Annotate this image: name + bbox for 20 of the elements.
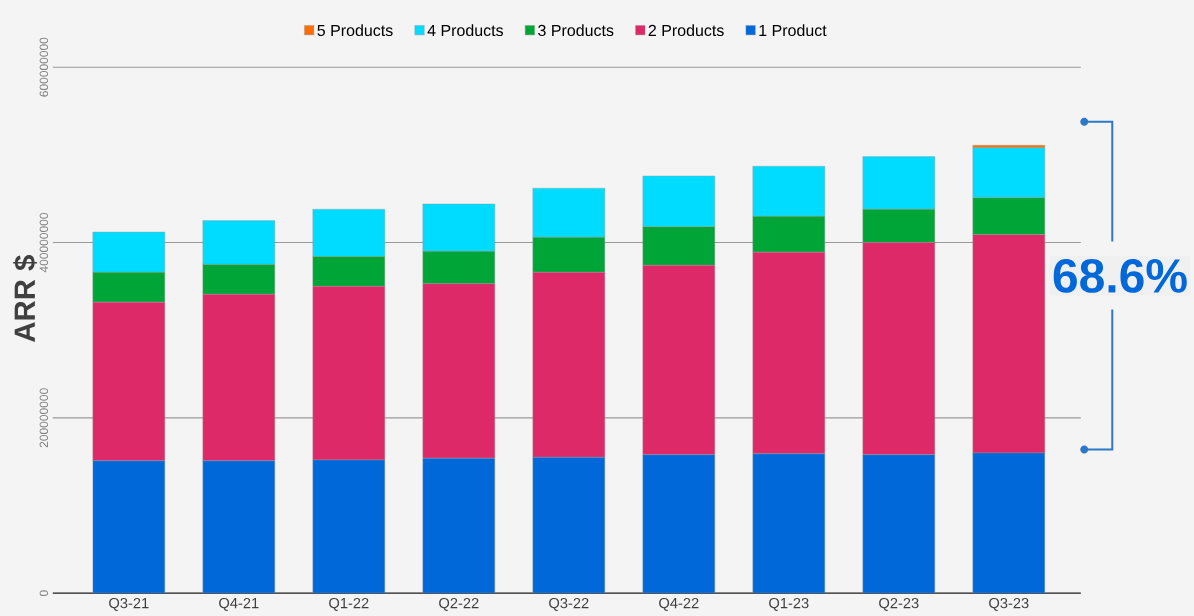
y-tick-label: 200000000 [39, 388, 49, 448]
x-tick-label: Q4-21 [219, 597, 259, 611]
y-axis-title: ARR $ [13, 255, 38, 342]
legend-label: 5 Products [317, 24, 393, 37]
y-tick-label: 400000000 [39, 212, 49, 273]
legend-label: 2 Products [648, 24, 724, 37]
y-tick-label: 0 [39, 590, 49, 597]
x-tick-label: Q2-23 [879, 597, 919, 611]
legend-label: 1 Product [759, 24, 827, 37]
legend-label: 4 Products [427, 24, 504, 37]
x-tick-label: Q1-23 [769, 597, 809, 611]
x-tick-label: Q3-22 [549, 597, 589, 611]
x-tick-label: Q3-21 [109, 597, 149, 611]
annotation: 68.6% [1053, 258, 1187, 293]
legend-label: 3 Products [538, 24, 614, 37]
x-tick-label: Q3-23 [989, 597, 1029, 611]
y-tick-label: 600000000 [39, 37, 49, 97]
x-tick-label: Q2-22 [439, 597, 479, 611]
x-tick-label: Q4-22 [659, 597, 699, 611]
x-tick-label: Q1-22 [329, 597, 369, 611]
